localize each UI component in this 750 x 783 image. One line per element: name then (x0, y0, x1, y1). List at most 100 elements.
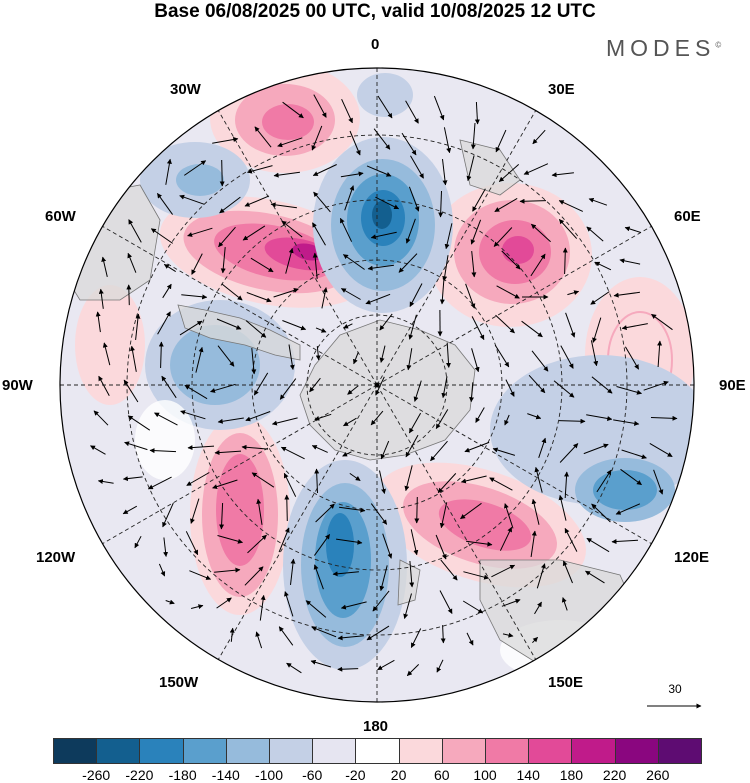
wind-vector (195, 346, 204, 373)
wind-vector (430, 440, 448, 462)
wind-vector (158, 341, 164, 369)
wind-vector (285, 247, 294, 274)
wind-vector (596, 469, 612, 493)
wind-vector (181, 294, 208, 300)
wind-vector (591, 376, 613, 394)
wind-vector (495, 129, 507, 153)
wind-vector (290, 558, 296, 585)
lon-label-30e: 30E (548, 81, 575, 98)
wind-vector (165, 158, 172, 185)
colorbar-segment (312, 738, 357, 764)
wind-vector (616, 386, 642, 395)
wind-vector (219, 196, 241, 214)
wind-vector (586, 414, 613, 421)
wind-vector (187, 227, 213, 237)
wind-vector (163, 263, 176, 273)
wind-vector (504, 414, 510, 426)
wind-vector (559, 443, 579, 463)
wind-vector (212, 479, 238, 489)
wind-vector (624, 346, 640, 370)
wind-vector (370, 503, 388, 525)
wind-vector (621, 449, 647, 459)
wind-vector (530, 253, 546, 277)
wind-vector (443, 127, 452, 154)
wind-vector (135, 313, 141, 340)
wind-vector (156, 192, 174, 215)
wind-vector (583, 443, 609, 455)
wind-vector (126, 284, 132, 306)
wind-vector (270, 202, 297, 209)
wind-vector (251, 348, 257, 375)
colorbar-tick-label: 260 (646, 767, 670, 783)
wind-vector (408, 412, 422, 434)
colorbar-segment (139, 738, 184, 764)
wind-vector (561, 597, 568, 611)
wind-vector (523, 163, 549, 175)
wind-vector (462, 600, 484, 614)
wind-vector (594, 261, 612, 271)
wind-vector (286, 662, 302, 674)
wind-vector (436, 659, 444, 673)
wind-vector (405, 434, 419, 458)
wind-vector (244, 195, 270, 207)
wind-vector (591, 503, 611, 523)
wind-vector (504, 503, 514, 529)
wind-vector (375, 196, 400, 210)
wind-vector (494, 197, 518, 213)
colorbar (53, 738, 702, 764)
wind-vector (379, 470, 386, 494)
wind-vector (282, 320, 307, 331)
wind-vector (288, 344, 295, 370)
wind-vector (147, 476, 172, 490)
wind-vector (124, 441, 148, 451)
colorbar-segment (53, 738, 98, 764)
wind-vector (210, 383, 236, 393)
wind-vector (465, 283, 476, 309)
wind-vector (90, 445, 106, 455)
wind-vector (284, 494, 290, 522)
wind-vector (439, 502, 448, 529)
wind-vector (127, 252, 137, 273)
lon-label-180: 180 (363, 718, 389, 735)
wind-vector (313, 191, 331, 213)
wind-vector (442, 255, 449, 282)
wind-vector (128, 219, 142, 243)
colorbar-segment (96, 738, 141, 764)
wind-vector (366, 625, 390, 641)
wind-vector (492, 447, 516, 456)
wind-vector (471, 251, 477, 278)
wind-vector (438, 190, 444, 218)
wind-vector (102, 342, 111, 366)
wind-vector (613, 419, 640, 426)
wind-vector (377, 659, 395, 671)
wind-vector (493, 227, 513, 247)
wind-vector (409, 560, 415, 588)
wind-vector (309, 377, 321, 393)
wind-vector (585, 570, 605, 584)
wind-vector (220, 247, 226, 274)
wind-vector (343, 417, 357, 427)
wind-vector (278, 626, 294, 646)
wind-vector (366, 165, 392, 177)
wind-vector (464, 441, 490, 453)
wind-vector (282, 101, 304, 119)
wind-vector (405, 218, 416, 244)
wind-vector (154, 412, 178, 426)
wind-vector (305, 600, 327, 618)
colorbar-tick-label: 20 (390, 767, 407, 783)
wind-vector (408, 186, 420, 212)
wind-vector (339, 217, 353, 242)
colorbar-tick-label: -100 (254, 767, 284, 783)
wind-vector (185, 531, 199, 556)
wind-vector (474, 101, 480, 125)
colorbar-tick-label: -220 (125, 767, 154, 783)
wind-vector (621, 323, 648, 331)
wind-vector (611, 539, 639, 545)
wind-vector (530, 530, 537, 557)
wind-vector (558, 418, 586, 424)
reference-vector-label: 30 (668, 682, 682, 696)
wind-vector (312, 164, 337, 176)
wind-vector (475, 407, 485, 423)
colorbar-tick-label: -60 (302, 767, 323, 783)
wind-vector (499, 526, 513, 551)
